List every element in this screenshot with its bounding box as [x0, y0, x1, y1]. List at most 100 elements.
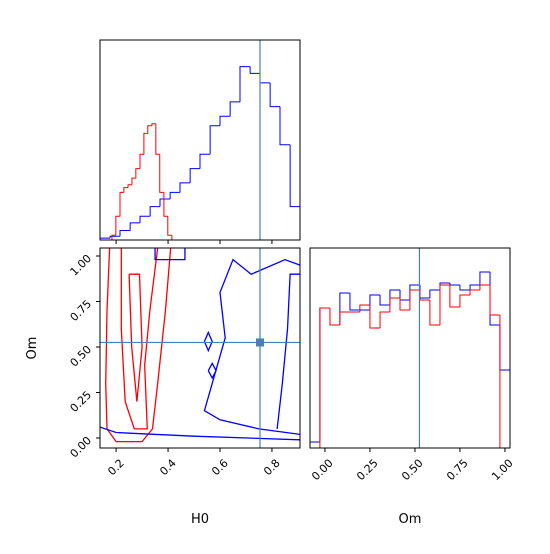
hist-step [499, 325, 510, 371]
contour [100, 426, 300, 441]
hist-step [439, 284, 450, 325]
x-tick-label: 0.2 [105, 457, 127, 479]
hist-step [239, 66, 251, 102]
hist-step [115, 215, 120, 236]
truth-marker [256, 338, 264, 347]
hist-step [499, 315, 510, 448]
y-tick-label: 0.75 [68, 297, 95, 324]
hist-step [429, 289, 440, 298]
hist-step [469, 284, 480, 290]
hist-step [409, 289, 420, 310]
hist-step [127, 184, 132, 188]
x-tick-label: 0.6 [209, 457, 231, 479]
axes-frame [309, 247, 511, 449]
x-axis-label: H0 [191, 512, 209, 527]
hist-step [459, 285, 471, 291]
hist-step [269, 82, 280, 108]
x-tick-label: 0.25 [354, 457, 381, 484]
hist-step [159, 198, 171, 207]
hist-step [479, 271, 491, 285]
y-axis-label: Om [25, 337, 40, 360]
x-tick-label: 0.50 [399, 457, 426, 484]
hist-step [429, 300, 440, 326]
hist-step [135, 168, 140, 179]
x-tick-label: 0.8 [261, 457, 283, 479]
hist-step [379, 295, 390, 306]
hist-step [459, 294, 471, 307]
contour [203, 330, 213, 353]
axes-frame [99, 247, 301, 449]
hist-step [329, 308, 340, 326]
hist-step [249, 66, 260, 74]
hist-step [109, 235, 120, 239]
axes-frame [99, 39, 301, 241]
hist-step [143, 132, 148, 155]
hist-step [399, 298, 410, 311]
hist-step [259, 73, 271, 84]
hist-step [369, 305, 381, 329]
hist-step [310, 441, 320, 448]
hist-step [339, 311, 350, 325]
hist-step [359, 304, 370, 312]
x-tick-label: 0.4 [157, 457, 179, 479]
hist-step [329, 308, 340, 326]
contour [203, 258, 300, 435]
x-tick-label: 0.75 [444, 457, 471, 484]
hist-step [409, 284, 420, 300]
hist-step [119, 191, 124, 217]
hist-step [123, 187, 129, 193]
hist-step [379, 311, 390, 328]
contour [207, 362, 217, 380]
hist-step [129, 222, 140, 231]
hist-step [319, 307, 330, 448]
hist-step [100, 237, 111, 240]
hist-step [167, 216, 172, 236]
hist-step [289, 144, 300, 208]
hist-step [189, 168, 200, 183]
hist-step [219, 115, 231, 126]
hist-step [369, 294, 381, 310]
x-axis-label: Om [399, 512, 422, 527]
hist-step [489, 285, 500, 316]
y-tick-label: 0.25 [68, 388, 95, 415]
hist-step [209, 125, 220, 155]
x-tick-label: 1.00 [489, 457, 516, 484]
hist-step [229, 101, 240, 117]
hist-step [399, 290, 410, 301]
hist-step [489, 272, 500, 326]
hist-step [449, 285, 460, 308]
hist-step [179, 182, 191, 193]
plot-area [100, 248, 300, 443]
hist-step [155, 123, 160, 155]
plot-area [100, 66, 300, 240]
hist-step [169, 191, 180, 200]
x-tick-label: 0.00 [309, 457, 336, 484]
contour [276, 273, 300, 429]
hist-step [199, 153, 211, 169]
hist-step [479, 284, 491, 290]
hist-step [339, 292, 350, 325]
hist-step [139, 153, 144, 169]
y-tick-label: 0.00 [68, 434, 95, 461]
contour [105, 248, 172, 443]
plot-area [310, 271, 510, 448]
contour [154, 248, 186, 261]
hist-step [139, 215, 151, 223]
y-tick-label: 1.00 [68, 252, 95, 279]
hist-step [149, 206, 160, 217]
hist-step [419, 285, 430, 299]
hist-step [151, 123, 156, 126]
hist-step [439, 282, 450, 290]
hist-step [349, 293, 360, 311]
contour [128, 273, 143, 402]
hist-step [319, 307, 330, 442]
hist-step [119, 229, 131, 237]
hist-step [389, 297, 401, 312]
hist-step [147, 125, 152, 134]
hist-step [159, 154, 164, 193]
hist-step [279, 106, 291, 146]
hist-step [469, 289, 480, 295]
hist-step [449, 283, 460, 286]
